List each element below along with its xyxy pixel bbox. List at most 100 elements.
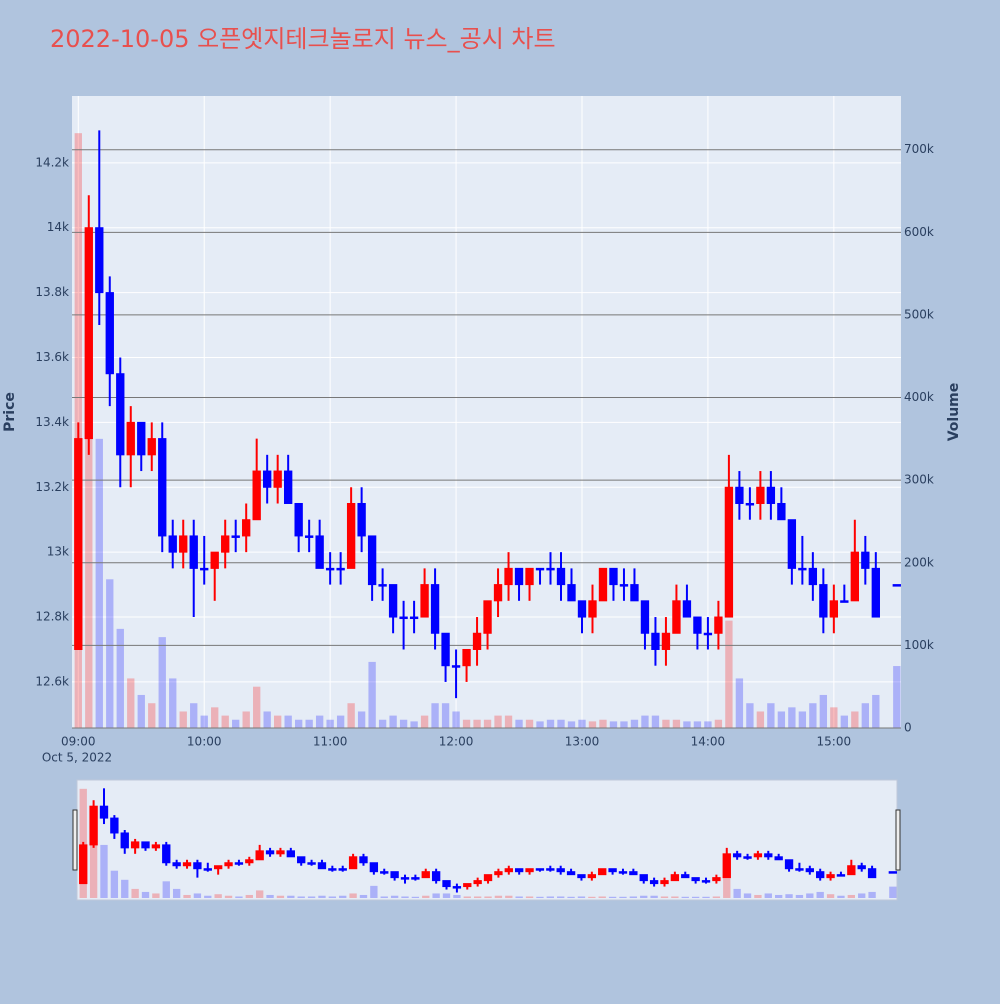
volume-bar [431,703,439,728]
volume-bar [274,715,282,728]
candle-body [378,584,387,587]
candle-body [200,567,209,571]
volume-bar [693,721,702,728]
range-slider-plot [79,788,898,898]
candle-body [661,632,671,650]
mini-volume-bar [525,896,534,898]
candle-body [795,868,804,871]
candle-body [213,865,223,870]
range-handle[interactable] [895,809,901,871]
candle-body [764,853,773,858]
candle-body [472,632,482,650]
mini-volume-bar [370,885,378,898]
candle-body [784,859,794,870]
range-handle[interactable] [72,809,78,871]
volume-bar [483,719,492,728]
candle-body [619,584,629,587]
mini-volume-bar [172,888,181,898]
volume-bar [630,719,639,728]
x-tick-label: 09:00 [61,735,96,749]
candle-body [577,874,586,879]
volume-bar [788,707,796,728]
candle-body [515,868,524,873]
candle-body [89,805,98,846]
volume-bar [830,707,838,728]
candle-body [629,871,638,876]
candle-body [210,551,219,569]
mini-volume-bar [868,891,876,898]
volume-bar [357,711,366,728]
candle-body [712,877,721,882]
candle-body [483,874,493,882]
candle-body [703,632,713,636]
candle-body [598,868,607,876]
mini-volume-bar [536,896,544,898]
volume-bar [158,637,166,728]
mini-volume-bar [629,896,638,898]
volume-bar [190,703,198,728]
volume-bar [872,694,880,728]
volume-bar [410,721,418,728]
candle-body [608,868,617,873]
candle-body [724,486,734,618]
mini-volume-bar [660,896,669,898]
volume-bar [672,719,681,728]
candle-body [380,871,389,874]
candle-body [640,600,650,634]
x-tick-label: 11:00 [313,735,348,749]
candle-body [357,502,366,537]
candle-body [79,844,88,885]
mini-volume-bar [318,895,326,898]
candle-body [722,853,731,879]
candle-body [693,616,702,634]
volume-bar [809,703,817,728]
mini-volume-bar [297,896,305,898]
volume-bar [336,715,345,728]
x-tick-label: 10:00 [187,735,222,749]
candle-body [317,862,327,870]
mini-volume-bar [390,895,399,898]
mini-volume-bar [307,896,316,898]
volume-bar [494,715,502,728]
candle-body [672,600,681,634]
y-tick-label: 12.6k [35,674,69,688]
candle-body [147,438,156,456]
range-slider[interactable] [76,779,898,901]
candle-body [336,567,345,571]
candle-body [234,862,244,865]
candle-body [847,865,856,876]
candle-body [743,856,752,859]
candle-body [189,535,198,569]
candle-body [735,486,744,504]
mini-volume-bar [235,896,243,898]
candle-body [325,567,335,571]
mini-volume-bar [411,896,420,898]
candle-body [263,470,272,488]
candle-body [598,567,608,602]
candle-body [348,856,358,870]
y2-tick-label: 500k [904,307,934,321]
mini-volume-bar [723,878,731,898]
mini-volume-bar [671,896,679,898]
mini-volume-bar [826,894,835,898]
mini-volume-bar [743,893,752,898]
volume-bar [662,719,670,728]
mini-volume-bar [432,893,440,898]
candle-body [224,862,233,867]
candle-body [420,584,429,618]
candle-body [888,871,898,874]
mini-volume-bar [774,894,783,898]
y2-tick-label: 600k [904,225,934,239]
candle-body [137,421,146,456]
mini-volume-bar [401,896,409,898]
mini-volume-bar [349,893,357,898]
candle-body [315,535,324,569]
y-tick-label: 14k [47,220,69,234]
candle-body [660,880,669,885]
volume-bar [368,661,376,728]
candle-body [691,877,700,882]
y-tick-label: 13.4k [35,415,69,429]
candle-body [546,868,555,871]
volume-bar [462,719,471,728]
candle-body [255,850,264,861]
